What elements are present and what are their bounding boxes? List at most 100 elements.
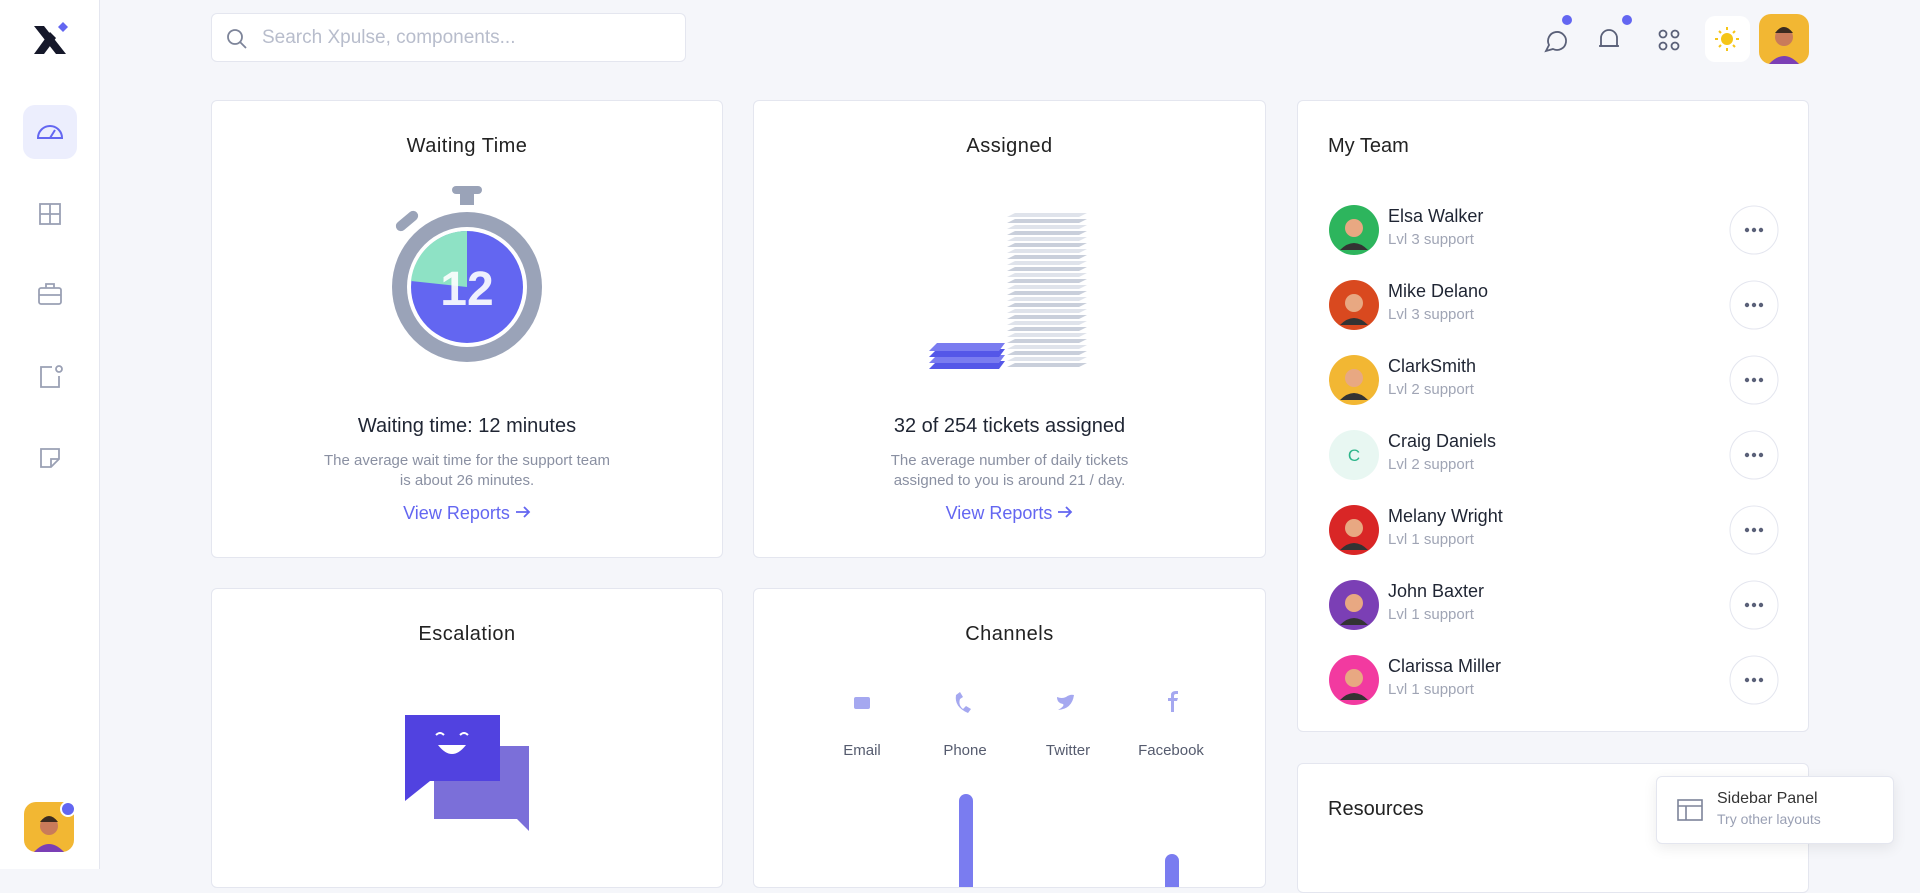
member-role: Lvl 1 support bbox=[1388, 531, 1474, 548]
avatar-body bbox=[1340, 543, 1368, 550]
card-title: Waiting Time bbox=[406, 135, 528, 157]
search-box[interactable]: Search Xpulse, components... bbox=[211, 13, 686, 62]
member-menu-button[interactable] bbox=[1729, 205, 1779, 255]
paper-sheet bbox=[1007, 345, 1087, 349]
view-reports-link[interactable]: View Reports bbox=[212, 503, 722, 524]
chat-button[interactable] bbox=[1544, 15, 1572, 53]
dot bbox=[1751, 677, 1757, 683]
twitter-icon bbox=[1057, 694, 1074, 710]
member-role: Lvl 2 support bbox=[1388, 456, 1474, 473]
avatar-bg bbox=[1329, 430, 1379, 480]
paper-sheet bbox=[1007, 315, 1087, 319]
avatar-body bbox=[1340, 618, 1368, 625]
member-menu-button[interactable] bbox=[1729, 280, 1779, 330]
nav-active[interactable] bbox=[23, 105, 77, 159]
dot bbox=[1744, 602, 1750, 608]
member-avatar bbox=[1329, 280, 1379, 330]
profile-avatar[interactable] bbox=[1759, 14, 1809, 64]
avatar-body bbox=[1340, 693, 1368, 700]
member-role: Lvl 3 support bbox=[1388, 306, 1474, 323]
paper-sheet bbox=[1007, 231, 1087, 235]
member-name: Clarissa Miller bbox=[1388, 656, 1502, 676]
paper-sheet bbox=[1007, 213, 1087, 217]
card-description: assigned to you is around 21 / day. bbox=[893, 472, 1126, 489]
facebook-icon bbox=[1168, 691, 1178, 712]
search-placeholder: Search Xpulse, components... bbox=[262, 27, 516, 48]
member-menu-button[interactable] bbox=[1729, 505, 1779, 555]
paper-sheet bbox=[1007, 363, 1087, 367]
escalation-illustration bbox=[405, 715, 529, 831]
dot bbox=[1744, 527, 1750, 533]
team-member: John Baxter Lvl 1 support bbox=[1298, 575, 1808, 635]
dot bbox=[1758, 302, 1764, 308]
avatar-body bbox=[1340, 318, 1368, 325]
link-text[interactable]: View Reports bbox=[945, 503, 1053, 523]
avatar-body bbox=[1340, 393, 1368, 400]
paper-sheet bbox=[1007, 351, 1087, 355]
member-name: Mike Delano bbox=[1388, 281, 1489, 301]
notification-button[interactable] bbox=[1599, 15, 1632, 47]
layout-panel[interactable]: Sidebar Panel Try other layouts bbox=[1656, 776, 1894, 844]
team-member: Elsa Walker Lvl 3 support bbox=[1298, 200, 1808, 260]
member-menu-button[interactable] bbox=[1729, 355, 1779, 405]
channels-card: Channels Email Phone Twitter Facebook bbox=[753, 588, 1266, 888]
paper-sheet bbox=[1007, 219, 1087, 223]
team-member: Melany Wright Lvl 1 support bbox=[1298, 500, 1808, 560]
card-description: The average number of daily tickets bbox=[890, 452, 1129, 469]
paper-sheet bbox=[1007, 297, 1087, 301]
member-name: Elsa Walker bbox=[1388, 206, 1484, 226]
member-role: Lvl 1 support bbox=[1388, 681, 1474, 698]
member-menu-button[interactable] bbox=[1729, 580, 1779, 630]
timer-value: 12 bbox=[440, 263, 493, 316]
paper-sheet bbox=[1007, 225, 1087, 229]
member-avatar bbox=[1329, 505, 1379, 555]
member-name: Melany Wright bbox=[1388, 506, 1503, 526]
member-role: Lvl 3 support bbox=[1388, 231, 1474, 248]
card-title: Escalation bbox=[418, 623, 516, 645]
member-name: ClarkSmith bbox=[1388, 356, 1477, 376]
paper-sheet bbox=[1007, 249, 1087, 253]
user-avatar[interactable] bbox=[24, 802, 76, 854]
dot bbox=[1751, 527, 1757, 533]
paper-sheet bbox=[1007, 261, 1087, 265]
top-actions bbox=[1544, 14, 1809, 64]
channel-bar bbox=[1165, 854, 1179, 887]
view-reports-link[interactable]: View Reports bbox=[754, 503, 1265, 524]
nav-sticky[interactable] bbox=[38, 446, 62, 470]
arrow-icon bbox=[515, 506, 531, 518]
paper-sheet bbox=[1007, 333, 1087, 337]
dot bbox=[1758, 602, 1764, 608]
paper-sheet bbox=[1007, 291, 1087, 295]
avatar-body bbox=[1340, 243, 1368, 250]
dot bbox=[1744, 677, 1750, 683]
member-avatar bbox=[1329, 580, 1379, 630]
layout-icon bbox=[1677, 799, 1703, 821]
avatar-initial: C bbox=[1348, 446, 1360, 465]
card-title: Channels bbox=[965, 623, 1054, 645]
dot bbox=[1758, 377, 1764, 383]
nav-grid[interactable] bbox=[38, 202, 62, 226]
avatar-face bbox=[1345, 519, 1363, 537]
sidebar bbox=[0, 0, 100, 869]
channel-label: Twitter bbox=[1046, 742, 1090, 759]
paper-sheet bbox=[1007, 255, 1087, 259]
member-menu-button[interactable] bbox=[1729, 430, 1779, 480]
assigned-card: Assigned 32 of 254 tickets assigned The … bbox=[753, 100, 1266, 558]
dot bbox=[1744, 302, 1750, 308]
dot bbox=[1744, 227, 1750, 233]
apps-button[interactable] bbox=[1658, 29, 1680, 51]
member-menu-button[interactable] bbox=[1729, 655, 1779, 705]
nav-dashboard[interactable] bbox=[35, 120, 65, 144]
member-avatar: C bbox=[1329, 430, 1379, 480]
dot bbox=[1758, 677, 1764, 683]
paper-sheet bbox=[1007, 267, 1087, 271]
link-text[interactable]: View Reports bbox=[403, 503, 510, 523]
paper-sheet bbox=[1007, 357, 1087, 361]
logo[interactable] bbox=[30, 20, 70, 60]
nav-note[interactable] bbox=[38, 364, 64, 390]
nav-briefcase[interactable] bbox=[37, 282, 63, 306]
theme-button[interactable] bbox=[1705, 16, 1750, 62]
paper-sheet bbox=[1007, 321, 1087, 325]
paper-sheet bbox=[1007, 327, 1087, 331]
